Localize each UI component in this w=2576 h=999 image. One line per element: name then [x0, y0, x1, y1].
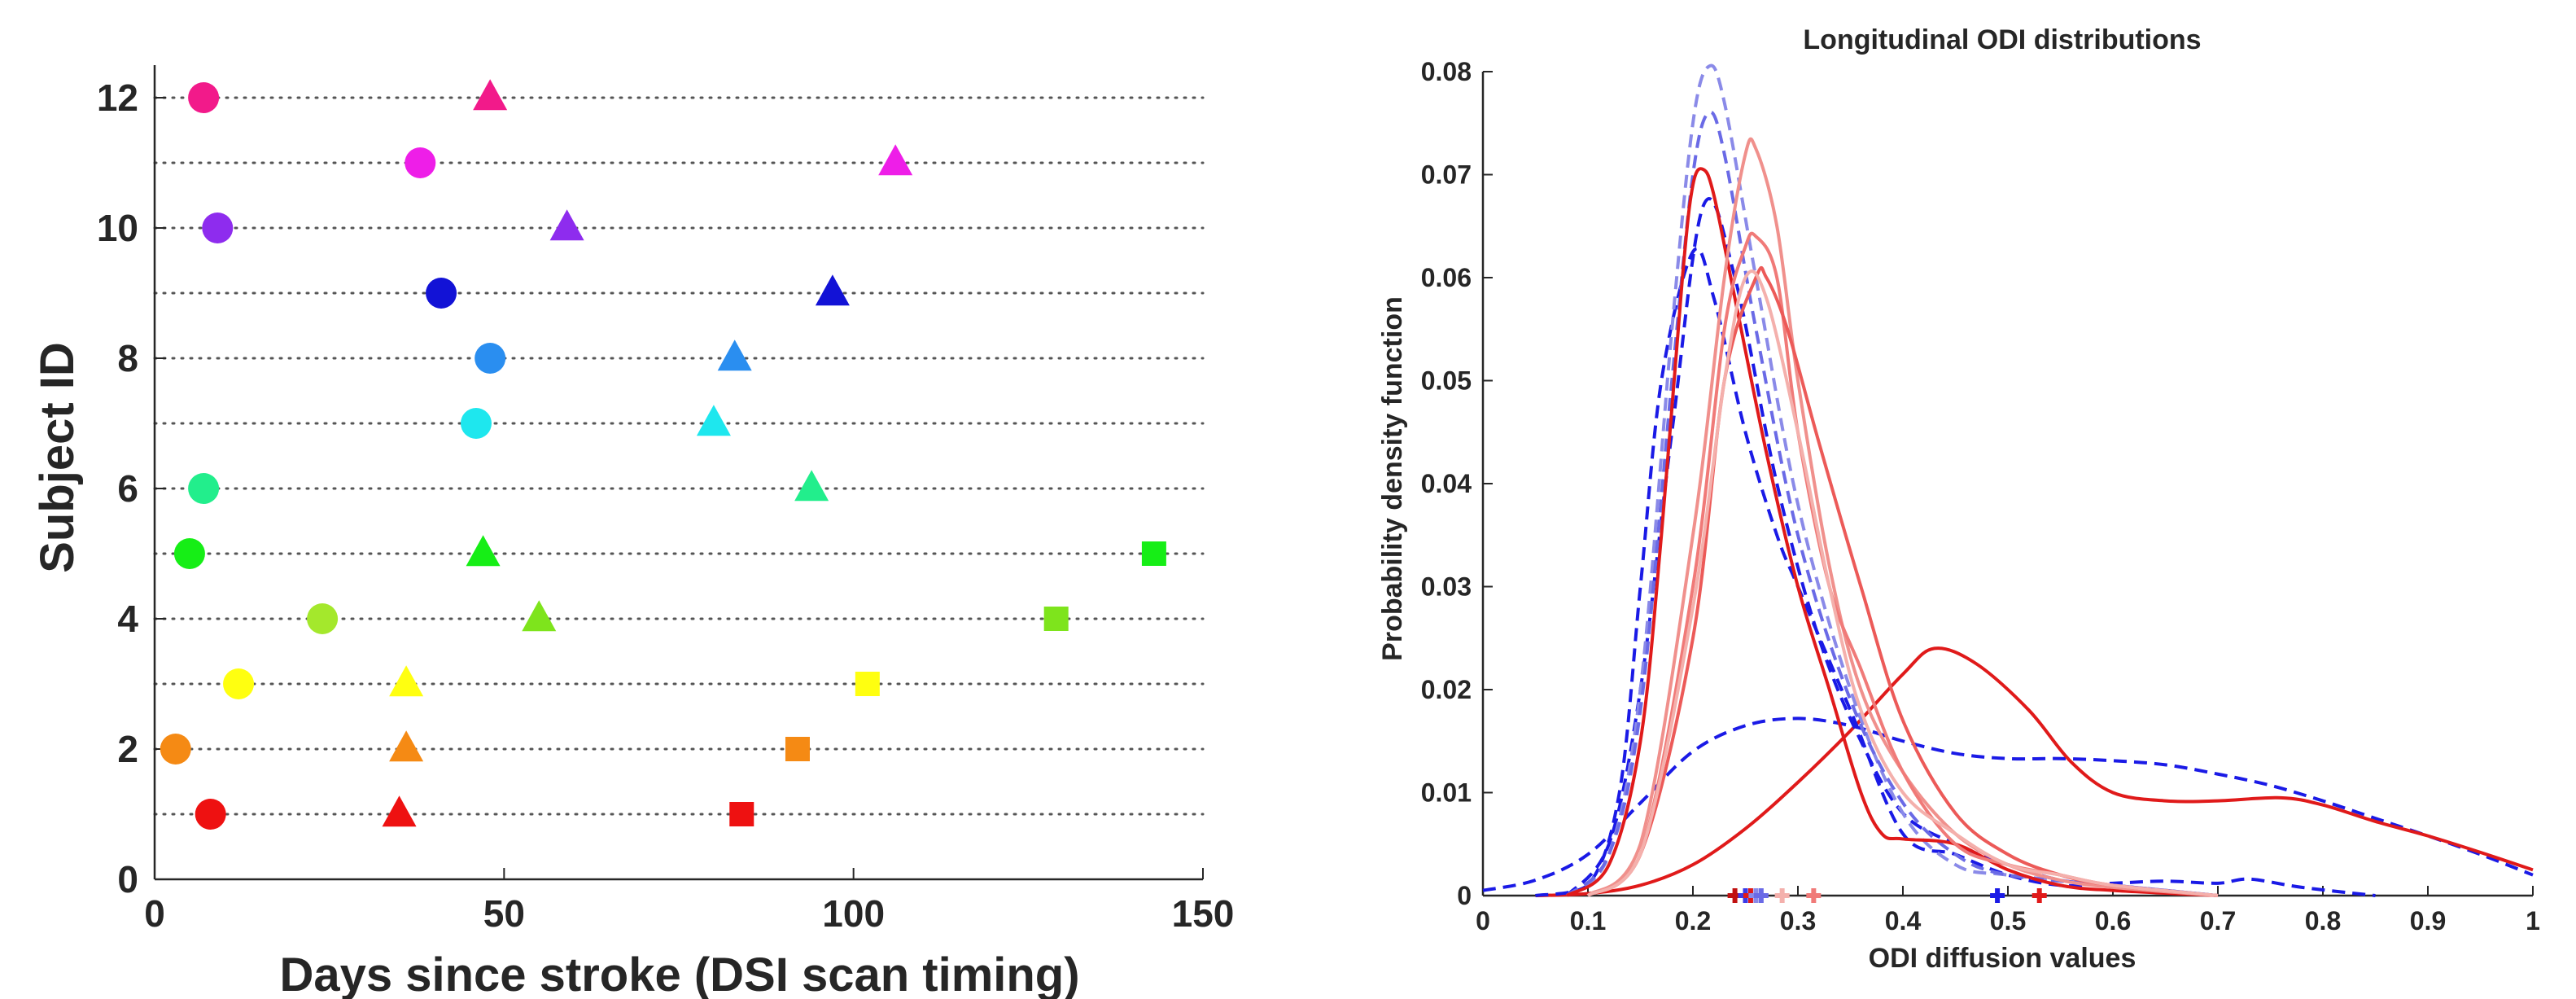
circle-point-subject-12 — [188, 82, 220, 113]
median-marker-5 — [1753, 888, 1769, 903]
right-x-tick-label: 0 — [1476, 906, 1490, 935]
circle-point-subject-6 — [188, 473, 220, 504]
right-x-tick-label: 0.7 — [2200, 906, 2236, 935]
left-y-tick-label: 4 — [117, 598, 138, 640]
left-x-tick-label: 150 — [1172, 892, 1235, 935]
right-x-tick-label: 1 — [2526, 906, 2540, 935]
triangle-point-subject-8 — [717, 340, 752, 371]
triangle-point-subject-5 — [466, 535, 501, 567]
left-x-tick-label: 100 — [822, 892, 885, 935]
right-y-tick-label: 0.02 — [1421, 675, 1472, 704]
left-x-axis-label: Days since stroke (DSI scan timing) — [279, 949, 1079, 999]
triangle-point-subject-2 — [389, 730, 424, 762]
triangle-point-subject-1 — [382, 795, 417, 827]
circle-point-subject-1 — [195, 799, 226, 830]
right-density-panel: Longitudinal ODI distributions 0 0.1 0.2 0.… — [1377, 24, 2540, 974]
median-marker-7 — [1806, 888, 1822, 903]
left-y-tick-label: 6 — [117, 467, 138, 510]
density-curve-10 — [1586, 265, 2219, 897]
triangle-point-subject-6 — [794, 470, 829, 502]
right-y-tick-label: 0.01 — [1421, 778, 1472, 808]
right-x-tick-label: 0.2 — [1675, 906, 1711, 935]
right-y-tick-label: 0.07 — [1421, 160, 1472, 190]
right-median-markers — [1727, 888, 2047, 903]
right-x-tick-label: 0.6 — [2095, 906, 2131, 935]
right-y-tick-label: 0.06 — [1421, 263, 1472, 292]
left-y-tick-label: 2 — [117, 728, 138, 770]
right-x-tick-label: 0.1 — [1570, 906, 1606, 935]
right-axes — [1481, 72, 2533, 897]
right-ticks: 0 0.1 0.2 0.3 0.4 0.5 0.6 0.7 0.8 0.9 1 0 0.01 0.02 0.… — [1421, 57, 2540, 935]
density-curve-6 — [1565, 110, 2219, 897]
square-point-subject-3 — [855, 672, 880, 696]
left-gridlines — [153, 96, 1205, 816]
triangle-point-subject-7 — [696, 405, 731, 436]
density-curve-5 — [1565, 64, 2219, 897]
density-curve-1 — [1482, 716, 2534, 892]
right-y-tick-label: 0.04 — [1421, 469, 1472, 498]
right-x-tick-label: 0.3 — [1780, 906, 1816, 935]
right-y-axis-label: Probability density function — [1377, 296, 1408, 661]
right-x-tick-label: 0.9 — [2410, 906, 2446, 935]
triangle-point-subject-10 — [549, 209, 584, 241]
median-marker-9 — [2031, 888, 2047, 903]
right-y-tick-label: 0.03 — [1421, 572, 1472, 602]
density-curve-8 — [1586, 137, 2219, 897]
circle-point-subject-7 — [460, 408, 492, 439]
left-y-tick-label: 8 — [117, 337, 138, 379]
density-curve-2 — [1535, 646, 2534, 897]
median-marker-8 — [1990, 888, 2005, 903]
circle-point-subject-8 — [475, 343, 506, 374]
triangle-point-subject-9 — [815, 274, 850, 306]
left-data-points — [160, 79, 1166, 830]
square-point-subject-2 — [785, 737, 810, 761]
left-y-tick-label: 10 — [97, 207, 138, 249]
left-axes — [153, 65, 1203, 881]
right-y-tick-label: 0.08 — [1421, 57, 1472, 86]
circle-point-subject-10 — [202, 213, 234, 243]
square-point-subject-1 — [729, 802, 754, 826]
left-y-axis-label: Subject ID — [31, 342, 84, 573]
left-y-tick-label: 0 — [117, 858, 138, 900]
median-marker-6 — [1774, 888, 1790, 903]
left-ticks: 0 50 100 150 0 2 4 6 8 10 12 — [97, 77, 1235, 935]
left-scatter-panel: 0 50 100 150 0 2 4 6 8 10 12 Days since stroke (DS… — [31, 65, 1234, 999]
circle-point-subject-2 — [160, 734, 191, 765]
right-x-tick-label: 0.5 — [1990, 906, 2026, 935]
circle-point-subject-9 — [426, 278, 457, 309]
left-x-tick-label: 0 — [144, 892, 165, 935]
right-x-tick-label: 0.4 — [1885, 906, 1922, 935]
circle-point-subject-5 — [173, 538, 205, 569]
left-y-tick-label: 12 — [97, 77, 138, 119]
right-chart-title: Longitudinal ODI distributions — [1803, 24, 2201, 55]
right-y-tick-label: 0 — [1457, 881, 1472, 910]
triangle-point-subject-4 — [522, 600, 557, 632]
circle-point-subject-11 — [405, 147, 436, 178]
triangle-point-subject-11 — [878, 144, 913, 176]
left-x-tick-label: 50 — [483, 892, 525, 935]
circle-point-subject-3 — [223, 668, 255, 699]
square-point-subject-5 — [1141, 541, 1166, 566]
right-y-tick-label: 0.05 — [1421, 366, 1472, 396]
circle-point-subject-4 — [307, 603, 339, 634]
density-curve-11 — [1586, 269, 2219, 897]
right-density-curves — [1482, 64, 2534, 897]
triangle-point-subject-12 — [473, 79, 508, 111]
square-point-subject-4 — [1043, 607, 1069, 631]
triangle-point-subject-3 — [389, 665, 424, 697]
right-x-tick-label: 0.8 — [2305, 906, 2341, 935]
right-x-axis-label: ODI diffusion values — [1869, 943, 2136, 974]
